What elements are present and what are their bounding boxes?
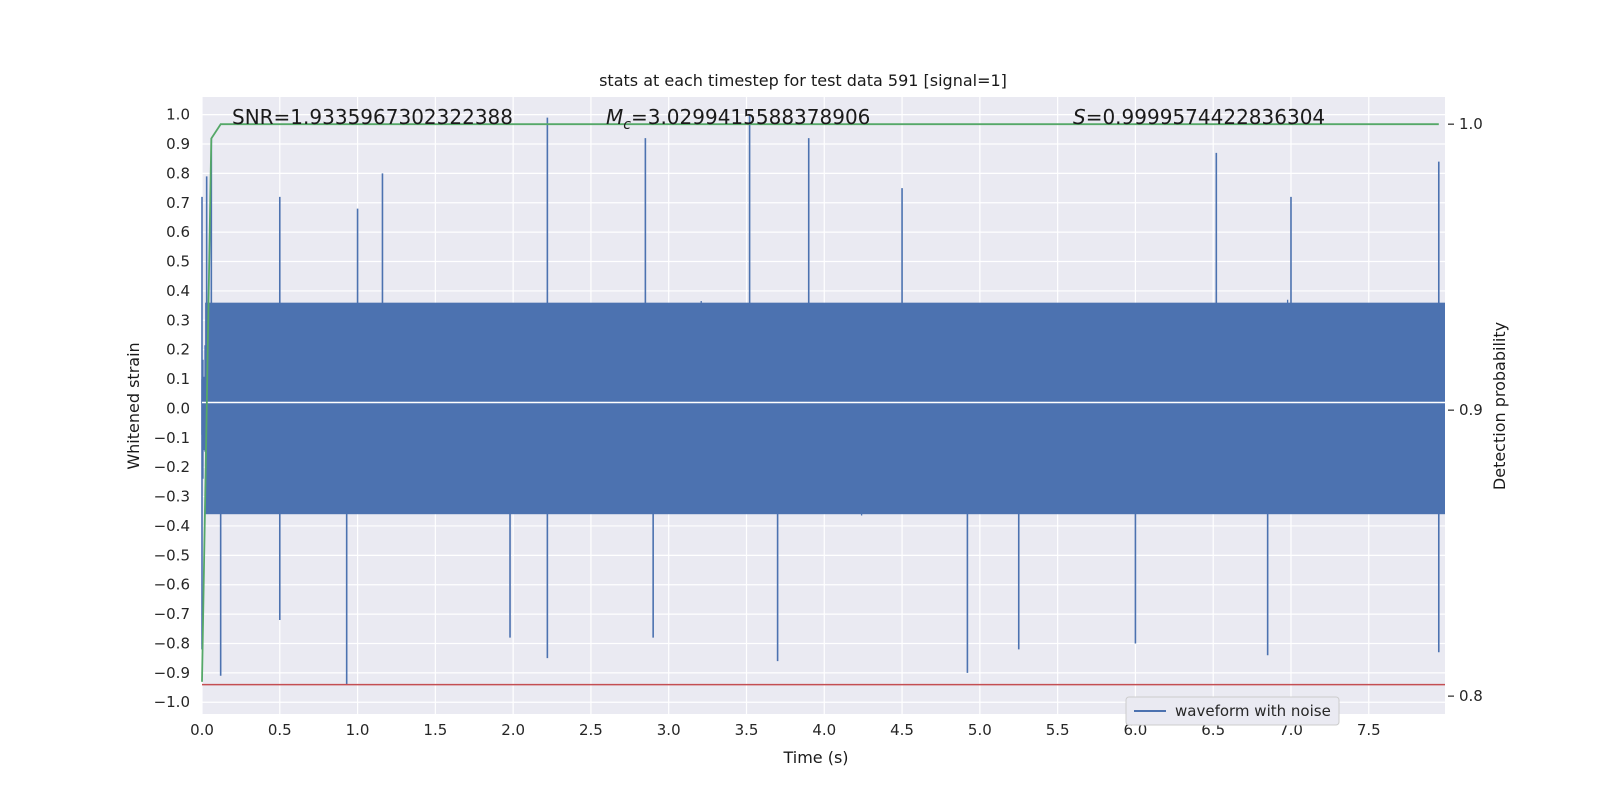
y-tick-label: 0.5 [166,253,190,271]
y-tick-label: −0.4 [154,517,190,535]
chirp-mass-annotation: Mc=3.0299415588378906 [606,105,870,133]
y-tick-label: −0.2 [154,458,190,476]
chirp-mass-value: =3.0299415588378906 [631,105,870,129]
y-tick-label: −0.6 [154,576,190,594]
y-tick-label: −1.0 [154,693,190,711]
y-tick-label: 0.2 [166,341,190,359]
significance-symbol: S [1073,105,1086,129]
x-tick-label: 4.0 [812,721,836,739]
y2-axis-ticks: 1.0 0.9 0.8 [1448,115,1483,705]
y-tick-label: 0.6 [166,223,190,241]
y-tick-label: −0.9 [154,664,190,682]
x-axis-label: Time (s) [782,748,848,767]
y-tick-label: 0.4 [166,282,190,300]
chirp-mass-subscript: c [623,117,631,133]
waveform-series [201,114,1446,685]
probability-series [201,123,1439,682]
y-tick-label: −0.7 [154,605,190,623]
x-tick-label: 0.0 [190,721,214,739]
snr-annotation: SNR=1.9335967302322388 [232,105,513,129]
y-tick-label: −0.1 [154,429,190,447]
y-tick-label: −0.3 [154,488,190,506]
x-tick-label: 3.5 [735,721,759,739]
significance-annotation: S=0.9999574422836304 [1073,105,1325,129]
chart-title: stats at each timestep for test data 591… [599,71,1007,90]
x-tick-label: 2.5 [579,721,603,739]
x-tick-label: 1.0 [346,721,370,739]
x-tick-label: 3.0 [657,721,681,739]
significance-value: =0.9999574422836304 [1086,105,1325,129]
y-tick-label: −0.5 [154,546,190,564]
y-tick-label: 1.0 [166,106,190,124]
x-tick-label: 5.0 [968,721,992,739]
y-tick-label: 0.3 [166,311,190,329]
x-tick-label: 4.5 [890,721,914,739]
x-tick-label: 1.5 [423,721,447,739]
x-tick-label: 0.5 [268,721,292,739]
y-tick-label: −0.8 [154,634,190,652]
y-axis-ticks: 1.0 0.9 0.8 0.7 0.6 0.5 0.4 0.3 0.2 0.1 0.0 −0.1 −0.… [154,106,190,712]
legend: waveform with noise [1125,696,1340,726]
legend-label: waveform with noise [1175,702,1331,720]
y-tick-label: 0.8 [166,164,190,182]
y-tick-label: 0.7 [166,194,190,212]
probability-line [201,123,1439,682]
y-tick-label: 0.9 [166,135,190,153]
y-tick-label: 0.0 [166,399,190,417]
y-axis-label: Whitened strain [124,342,143,469]
x-tick-label: 2.0 [501,721,525,739]
waveform-core [205,302,1446,515]
y2-axis-label: Detection probability [1490,322,1509,490]
legend-box [1125,696,1340,726]
y-tick-label: 0.1 [166,370,190,388]
reference-lines [202,401,1445,686]
y2-tick-label: 1.0 [1459,115,1483,133]
chirp-mass-symbol: M [606,105,623,129]
x-tick-label: 5.5 [1046,721,1070,739]
y2-tick-label: 0.9 [1459,401,1483,419]
x-tick-label: 7.5 [1357,721,1381,739]
y2-tick-label: 0.8 [1459,687,1483,705]
